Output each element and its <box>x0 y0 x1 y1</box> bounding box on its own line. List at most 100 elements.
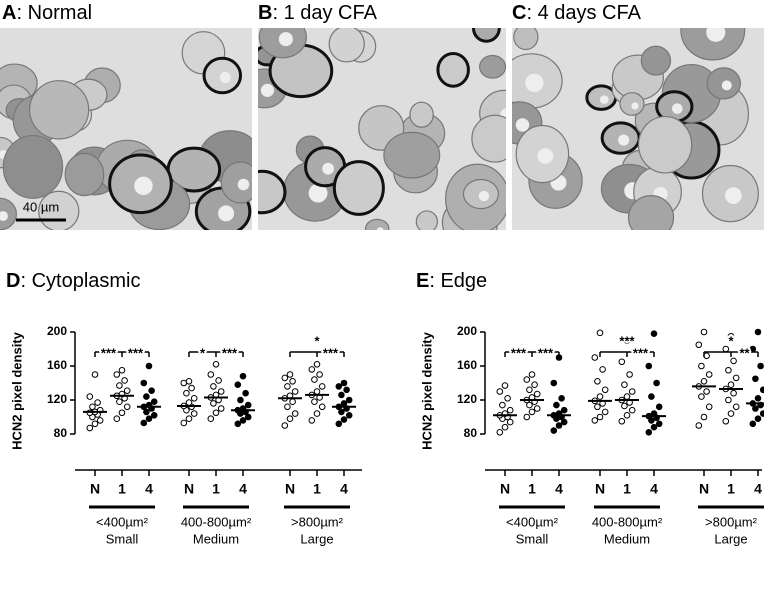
data-dot <box>291 388 299 395</box>
data-dot <box>145 362 153 370</box>
data-dot <box>210 383 217 390</box>
sig-label: *** <box>511 345 527 360</box>
data-dot <box>722 417 730 425</box>
data-dot <box>340 400 348 407</box>
x-tick-label: 4 <box>650 481 658 497</box>
data-dot <box>145 415 153 423</box>
data-dot <box>343 386 350 394</box>
data-dot <box>599 366 606 373</box>
nucleus <box>515 118 530 132</box>
data-dot <box>239 417 247 424</box>
cells <box>258 28 506 230</box>
data-dot <box>185 378 193 385</box>
group-name: Large <box>300 531 333 546</box>
group-size: <400µm² <box>506 514 559 529</box>
nucleus <box>478 190 490 202</box>
data-dot <box>752 375 759 383</box>
x-tick-label: N <box>184 481 194 497</box>
data-dot <box>749 420 757 428</box>
data-dot <box>311 398 318 406</box>
y-tick-label: 120 <box>47 392 67 406</box>
data-dot <box>286 415 294 423</box>
data-dot <box>591 417 599 424</box>
data-dot <box>91 371 99 378</box>
data-dot <box>185 399 193 406</box>
data-dot <box>506 406 514 414</box>
data-dot <box>528 371 536 378</box>
cell <box>409 101 434 128</box>
panel-caption: : 1 day CFA <box>272 2 377 24</box>
data-dot <box>123 387 131 394</box>
data-dot <box>234 420 242 428</box>
data-dot <box>313 410 321 417</box>
x-tick-label: 1 <box>118 481 126 497</box>
data-dot <box>212 409 220 417</box>
y-tick-label: 200 <box>457 324 477 338</box>
data-dot <box>242 389 249 397</box>
nucleus <box>706 28 726 42</box>
data-dot <box>94 399 101 406</box>
data-dot <box>150 398 158 406</box>
data-dot <box>281 374 289 382</box>
data-dot <box>504 395 511 402</box>
nucleus <box>260 83 275 97</box>
data-dot <box>140 419 148 427</box>
data-dot <box>116 398 123 406</box>
panel-letter: B <box>258 2 272 24</box>
data-dot <box>150 412 158 419</box>
data-dot <box>501 382 509 389</box>
data-dot <box>308 366 316 373</box>
data-dot <box>340 379 348 387</box>
nucleus <box>672 103 683 114</box>
data-dot <box>215 377 222 384</box>
x-tick-label: 1 <box>313 481 321 497</box>
micrographs <box>0 28 764 230</box>
y-tick-label: 160 <box>457 358 477 372</box>
data-dot <box>757 362 764 370</box>
data-dot <box>727 410 735 417</box>
nucleus <box>599 95 609 104</box>
data-dot <box>533 390 541 398</box>
data-dot <box>96 417 104 424</box>
data-dot <box>217 388 225 395</box>
panel-letter: E <box>416 270 429 292</box>
cell <box>627 195 675 230</box>
data-dot <box>121 377 128 384</box>
sig-label: ** <box>739 345 750 360</box>
panel-letter: D <box>6 270 20 292</box>
data-dot <box>725 396 732 404</box>
data-dot <box>623 393 631 400</box>
panel-letter: A <box>2 2 16 24</box>
data-dot <box>550 379 558 387</box>
panel-title: C: 4 days CFA <box>512 2 642 24</box>
data-dot <box>190 395 198 402</box>
data-dot <box>212 361 220 368</box>
data-dot <box>596 393 604 400</box>
data-dot <box>86 424 94 432</box>
data-dot <box>594 378 601 385</box>
data-dot <box>217 405 225 412</box>
data-dot <box>732 403 740 411</box>
data-dot <box>284 383 291 390</box>
data-dot <box>313 388 321 395</box>
data-dot <box>286 371 294 378</box>
data-dot <box>91 420 99 428</box>
data-dot <box>596 329 604 337</box>
y-tick-label: 80 <box>464 426 478 440</box>
cells <box>0 31 252 230</box>
nucleus <box>376 227 384 230</box>
x-tick-label: N <box>500 481 510 497</box>
cell <box>258 169 287 215</box>
y-axis-label: HCN2 pixel density <box>9 331 24 450</box>
nucleus <box>237 178 250 191</box>
data-dot <box>281 422 289 429</box>
cell <box>680 28 746 61</box>
data-dot <box>234 381 242 389</box>
data-dot <box>316 371 323 378</box>
data-dot <box>596 413 604 421</box>
data-dot <box>621 402 628 410</box>
data-dot <box>185 415 193 423</box>
data-dot <box>703 388 710 395</box>
x-tick-label: 4 <box>340 481 348 497</box>
data-dot <box>523 413 531 421</box>
